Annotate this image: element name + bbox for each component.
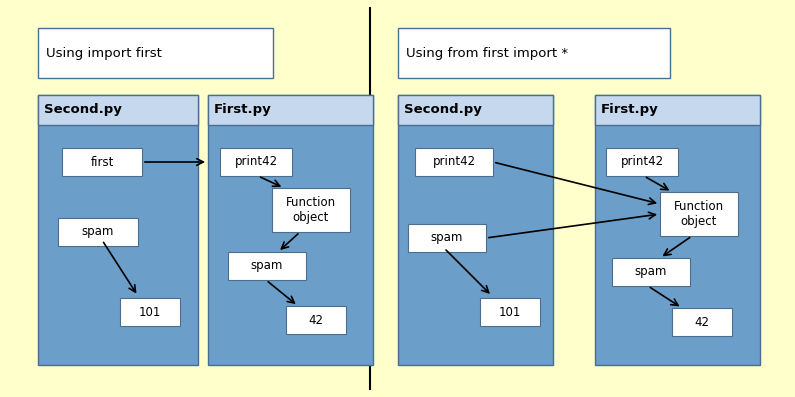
Text: Function
object: Function object xyxy=(674,200,724,228)
Text: print42: print42 xyxy=(235,156,277,168)
Text: spam: spam xyxy=(431,231,463,245)
Bar xyxy=(398,95,553,365)
Bar xyxy=(612,258,690,286)
Bar xyxy=(272,188,350,232)
Text: 101: 101 xyxy=(498,306,522,318)
Bar xyxy=(208,95,373,125)
Text: 42: 42 xyxy=(695,316,709,328)
Bar xyxy=(62,148,142,176)
Bar xyxy=(398,95,553,125)
Text: 101: 101 xyxy=(139,306,161,318)
Text: spam: spam xyxy=(250,260,283,272)
Bar xyxy=(286,306,346,334)
Text: print42: print42 xyxy=(620,156,664,168)
Text: spam: spam xyxy=(82,225,114,239)
Bar xyxy=(415,148,493,176)
Bar xyxy=(38,28,273,78)
Bar xyxy=(220,148,292,176)
Bar xyxy=(480,298,540,326)
Text: 42: 42 xyxy=(308,314,324,326)
Text: Using from first import *: Using from first import * xyxy=(406,46,568,60)
Bar xyxy=(660,192,738,236)
Bar xyxy=(120,298,180,326)
Text: print42: print42 xyxy=(432,156,475,168)
Bar xyxy=(208,95,373,365)
Bar xyxy=(58,218,138,246)
Bar xyxy=(228,252,306,280)
Text: Second.py: Second.py xyxy=(44,104,122,116)
Bar xyxy=(38,95,198,365)
Bar xyxy=(672,308,732,336)
Bar xyxy=(408,224,486,252)
Text: first: first xyxy=(91,156,114,168)
Bar xyxy=(595,95,760,365)
Bar xyxy=(595,95,760,125)
Text: Function
object: Function object xyxy=(286,196,336,224)
Text: Second.py: Second.py xyxy=(404,104,482,116)
Text: First.py: First.py xyxy=(214,104,272,116)
Bar xyxy=(606,148,678,176)
Text: Using import first: Using import first xyxy=(46,46,162,60)
Bar xyxy=(398,28,670,78)
Bar xyxy=(38,95,198,125)
Text: First.py: First.py xyxy=(601,104,659,116)
Text: spam: spam xyxy=(635,266,667,279)
